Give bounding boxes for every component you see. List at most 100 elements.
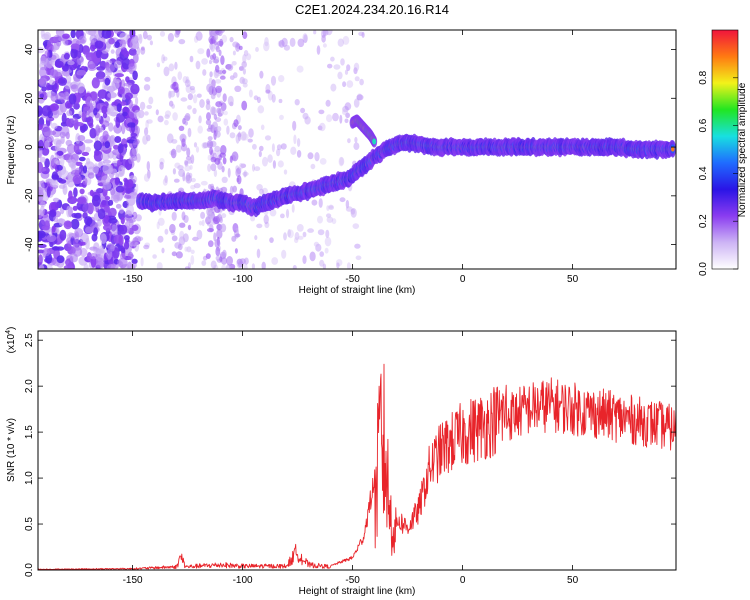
spectrogram-cell: [143, 244, 150, 250]
spectrogram-cell: [117, 86, 125, 95]
spectrogram-cell: [180, 97, 188, 102]
spectrogram-cell: [46, 234, 57, 242]
spectrogram-cell: [70, 84, 79, 93]
spectrogram-cell: [193, 142, 198, 148]
spectrogram-cell: [271, 257, 279, 265]
spectrogram-cell: [342, 109, 348, 116]
spectrogram-cell: [345, 112, 350, 119]
spectrogram-cell: [132, 237, 139, 246]
spectrogram-cell: [93, 150, 103, 162]
spectrogram-cell: [222, 157, 227, 165]
spectrogram-cell: [303, 34, 308, 43]
spectrogram-cell: [67, 174, 73, 182]
spectrogram-cell: [210, 44, 215, 52]
spectrogram-cell: [38, 139, 44, 150]
spectrogram-cell: [102, 49, 109, 54]
spectrogram-cell: [130, 83, 140, 95]
spectrogram-cell: [101, 30, 112, 39]
spectrogram-cell: [171, 251, 177, 257]
x-tick-label: 0: [460, 274, 466, 285]
spectrogram-cell: [38, 124, 43, 131]
x-tick-label: -150: [123, 575, 143, 586]
spectrogram-cell: [110, 224, 119, 236]
spectrogram-cell: [114, 41, 120, 48]
spectrogram-cell: [280, 213, 285, 219]
spectrogram-cell: [182, 76, 188, 84]
spectrogram-cell: [279, 114, 284, 120]
spectrogram-cell: [256, 248, 261, 259]
spectrogram-cell: [50, 181, 59, 188]
spectrogram-cell: [216, 125, 222, 132]
spectrogram-cell: [356, 94, 364, 101]
spectrogram-cell: [128, 157, 134, 165]
spectrogram-cell: [63, 220, 73, 230]
spectrogram-cell: [134, 241, 140, 252]
spectrogram-cell: [59, 229, 67, 241]
spectrogram-cell: [221, 264, 227, 269]
spectrogram-cell: [242, 133, 249, 141]
spectrogram-cell: [236, 175, 242, 185]
spectrogram-cell: [64, 39, 69, 45]
spectrogram-cell: [144, 111, 149, 116]
spectrogram-cell: [296, 138, 301, 147]
spectrogram-cell: [296, 150, 302, 158]
spectrogram-cell: [174, 61, 178, 70]
spectrogram-cell: [207, 154, 212, 161]
spectrogram-cell: [177, 71, 183, 81]
spectrogram-cell: [102, 181, 112, 190]
spectrogram-cell: [207, 228, 214, 233]
spectrogram-cell: [318, 109, 325, 115]
spectrogram-cell: [46, 43, 55, 52]
spectrogram-cell: [59, 170, 70, 179]
spectrogram-cell: [113, 123, 122, 134]
spectrogram-cell: [330, 83, 337, 92]
spectrogram-cell: [243, 170, 248, 178]
spectrogram-cell: [127, 251, 134, 261]
colorbar-label: Normalized spectral amplitude: [737, 82, 748, 217]
spectrogram-cell: [41, 33, 50, 40]
spectrogram-cell: [132, 52, 139, 64]
spectrogram-cell: [291, 204, 295, 213]
spectrogram-cell: [164, 110, 172, 117]
spectrogram-cell: [68, 93, 77, 105]
spectrogram-cell: [264, 221, 270, 229]
spectrogram-cell: [283, 44, 290, 51]
spectrogram-cell: [340, 58, 345, 66]
x-tick-label: -50: [345, 274, 360, 285]
spectrogram-cell: [221, 165, 225, 173]
spectrogram-cell: [265, 83, 271, 94]
snr-panel: -150 -100 -50 0 50 0.0 0.5 1.0 1.5 2.0 2.5 Height…: [5, 327, 677, 597]
spectrogram-cell: [243, 50, 249, 57]
spectrogram-cell: [252, 143, 257, 150]
y-tick-label: 40: [24, 44, 35, 56]
spectrogram-cell: [50, 122, 58, 129]
spectrogram-cell: [39, 264, 45, 269]
spectrogram-cell: [207, 163, 212, 172]
spectrogram-cell: [157, 217, 165, 226]
spectrogram-cell: [220, 145, 227, 155]
spectrogram-cell: [132, 42, 139, 50]
spectrogram-cell: [93, 163, 99, 175]
spectrogram-cell: [200, 211, 206, 219]
spectrogram-cell: [126, 139, 136, 144]
spectrogram-cell: [102, 163, 112, 175]
spectrogram-cell: [239, 76, 245, 84]
spectrogram-cell: [258, 150, 262, 158]
spectrogram-cell: [117, 259, 122, 266]
spectrogram-cell: [344, 118, 349, 124]
spectrogram-cell: [333, 64, 341, 70]
spectrogram-panel: -150 -100 -50 0 50 -40 -20 0 20 40 Height of str…: [6, 29, 677, 296]
spectrogram-cell: [185, 76, 190, 84]
spectrogram-cell: [38, 230, 46, 239]
spectrogram-cell: [120, 216, 125, 225]
spectrogram-cell: [73, 102, 80, 110]
spectrogram-cell: [110, 187, 116, 196]
spectrogram-cell: [246, 53, 252, 61]
spectrogram-cell: [352, 223, 360, 230]
spectrogram-cell: [113, 79, 121, 84]
spectrogram-cell: [339, 157, 345, 166]
spectrogram-cell: [99, 233, 107, 245]
spectrogram-cell: [68, 190, 73, 200]
spectrogram-cell: [302, 33, 308, 43]
spectrogram-cell: [125, 76, 130, 83]
